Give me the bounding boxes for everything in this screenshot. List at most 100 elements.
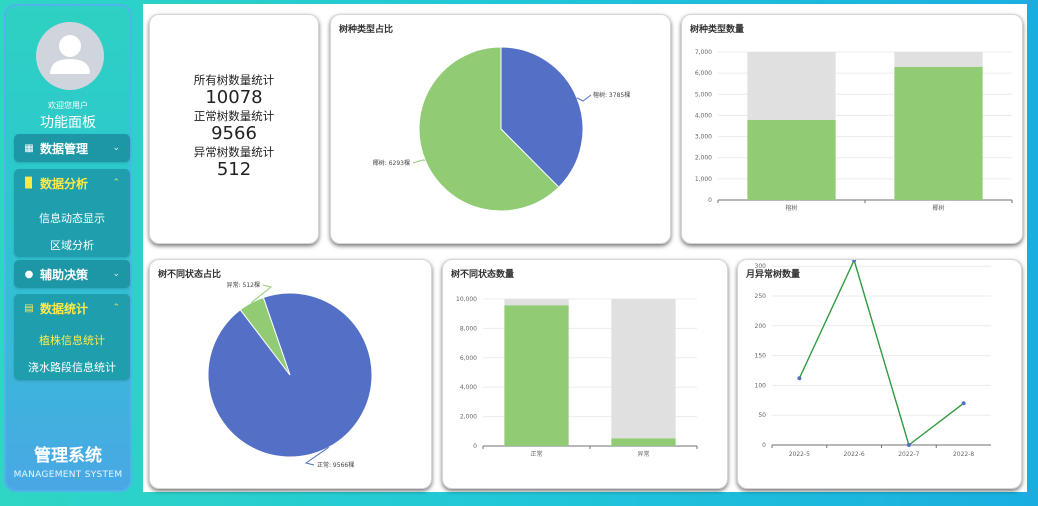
species-bar-chart: 0 1,000 2,000 3,000 4,000 5,000 6,000 7,000 榕树 椰树 [695,49,1013,212]
stats-summary: 所有树数量统计 10078 正常树数量统计 9566 异常树数量统计 512 [150,73,318,181]
normal-value: 9566 [211,123,257,144]
data-point [797,376,802,381]
data-point [852,260,857,263]
pie-leader [251,284,273,304]
x-tick-label: 2022-5 [789,451,810,458]
pie-data-label: 榕树: 3785棵 [593,91,630,99]
document-icon: ▤ [24,302,34,314]
system-title: 管理系统 [34,446,102,466]
user-icon: ● [24,268,34,280]
species-ratio-card: 树种类型占比 榕树: 3785棵椰树: 6293棵 [330,14,671,244]
card-title: 月异常树数量 [746,270,801,280]
menu-label: 数据管理 [40,141,89,156]
species-count-card: 树种类型数量 0 1,000 2,000 3,000 4,000 5,000 6,000 7,… [681,14,1023,244]
pie-leader [576,94,592,102]
pie-data-label: 椰树: 6293棵 [373,159,410,167]
menu-label: 辅助决策 [40,267,89,282]
y-tick-label: 100 [755,382,767,389]
pie-data-label: 异常: 512棵 [227,281,260,289]
data-point [961,401,966,406]
bar [894,66,983,200]
x-tick-label: 正常 [530,450,542,458]
stats-card: 所有树数量统计 10078 正常树数量统计 9566 异常树数量统计 512 [149,14,319,244]
card-title: 树不同状态占比 [158,270,222,280]
abnormal-value: 512 [216,159,252,180]
bar-chart-icon: ▉ [25,177,33,189]
total-label: 所有树数量统计 [193,73,275,87]
bar [611,438,676,446]
x-tick-label: 2022-8 [953,451,974,458]
card-title: 树不同状态数量 [451,270,515,280]
y-tick-label: 300 [755,263,767,270]
y-tick-label: 0 [473,443,477,450]
menu-data-management[interactable]: ▦ 数据管理 ⌄ [14,134,130,162]
grid-icon: ▦ [24,142,34,154]
pie-leader [304,446,329,466]
y-tick-label: 50 [758,412,766,419]
menu-label: 数据分析 [40,176,89,191]
x-tick-label: 2022-7 [898,451,919,458]
chevron-down-icon: ⌄ [112,269,120,279]
chevron-down-icon: ⌄ [112,143,120,153]
pie-slice [500,46,584,188]
y-tick-label: 3,000 [695,134,712,141]
x-tick-label: 2022-6 [843,451,864,458]
x-tick-label: 异常 [637,450,649,458]
bar [504,305,569,446]
status-pie-chart: 正常: 9566棵 异常: 512棵 [207,281,373,469]
y-tick-label: 5,000 [695,91,712,98]
y-tick-label: 6,000 [460,355,477,362]
y-tick-label: 6,000 [695,70,712,77]
monthly-abnormal-card: 月异常树数量 0 50 100 150 200 250 300 2022-5 2022-6 202… [737,259,1022,489]
menu-data-statistics[interactable]: ▤ 数据统计 ⌃ [14,294,130,322]
data-point [906,443,911,447]
user-avatar-icon [50,35,90,74]
status-ratio-card: 树不同状态占比 正常: 9566棵 异常: 512棵 [149,259,432,489]
bar [747,119,836,200]
chevron-up-icon: ⌃ [112,303,120,313]
pie-slice [239,296,291,376]
series-line [798,260,965,447]
menu-group-statistics: ▤ 数据统计 ⌃ 植株信息统计 浇水路段信息统计 [14,294,130,380]
pie-leader [412,159,426,164]
y-tick-label: 0 [762,442,766,449]
main-content: 所有树数量统计 10078 正常树数量统计 9566 异常树数量统计 512 树… [143,4,1027,492]
x-tick-label: 椰树 [932,204,944,212]
monthly-line-chart: 0 50 100 150 200 250 300 2022-5 2022-6 2022-7 2022… [755,260,991,458]
y-tick-label: 0 [708,197,712,204]
system-subtitle: MANAGEMENT SYSTEM [13,470,123,480]
chevron-up-icon: ⌃ [112,178,120,188]
y-tick-label: 10,000 [456,296,477,303]
y-tick-label: 2,000 [460,414,477,421]
y-tick-label: 7,000 [695,49,712,56]
menu-group-analysis: ▉ 数据分析 ⌃ 信息动态显示 区域分析 [14,169,130,257]
card-title: 树种类型数量 [690,25,745,35]
menu-data-analysis[interactable]: ▉ 数据分析 ⌃ [14,169,130,197]
y-tick-label: 1,000 [695,176,712,183]
submenu-info-dynamic[interactable]: 信息动态显示 [39,212,105,225]
sidebar: 欢迎您用户 功能面板 ▦ 数据管理 ⌄ ▉ 数据分析 ⌃ 信息动态显示 区域分析… [4,4,132,492]
menu-decision-support[interactable]: ● 辅助决策 ⌄ [14,260,130,288]
abnormal-label: 异常树数量统计 [193,145,275,159]
y-tick-label: 200 [755,323,767,330]
y-tick-label: 150 [755,353,767,360]
card-title: 树种类型占比 [339,25,394,35]
submenu-plant-stats[interactable]: 植株信息统计 [39,334,105,347]
pie-data-label: 正常: 9566棵 [317,461,354,469]
y-tick-label: 4,000 [695,112,712,119]
avatar[interactable] [36,22,104,90]
y-tick-label: 8,000 [460,325,477,332]
submenu-watering-stats[interactable]: 浇水路段信息统计 [28,361,116,374]
menu-label: 数据统计 [40,301,89,316]
submenu-region-analysis[interactable]: 区域分析 [50,239,94,252]
y-tick-label: 250 [755,293,767,300]
x-tick-label: 榕树 [785,204,797,212]
status-bar-chart: 0 2,000 4,000 6,000 8,000 10,000 正常 异常 [456,296,698,458]
welcome-text: 欢迎您用户 [48,101,88,110]
panel-title: 功能面板 [40,115,96,131]
y-tick-label: 2,000 [695,155,712,162]
pie-slice [418,46,560,212]
total-value: 10078 [205,87,263,108]
normal-label: 正常树数量统计 [193,109,275,123]
